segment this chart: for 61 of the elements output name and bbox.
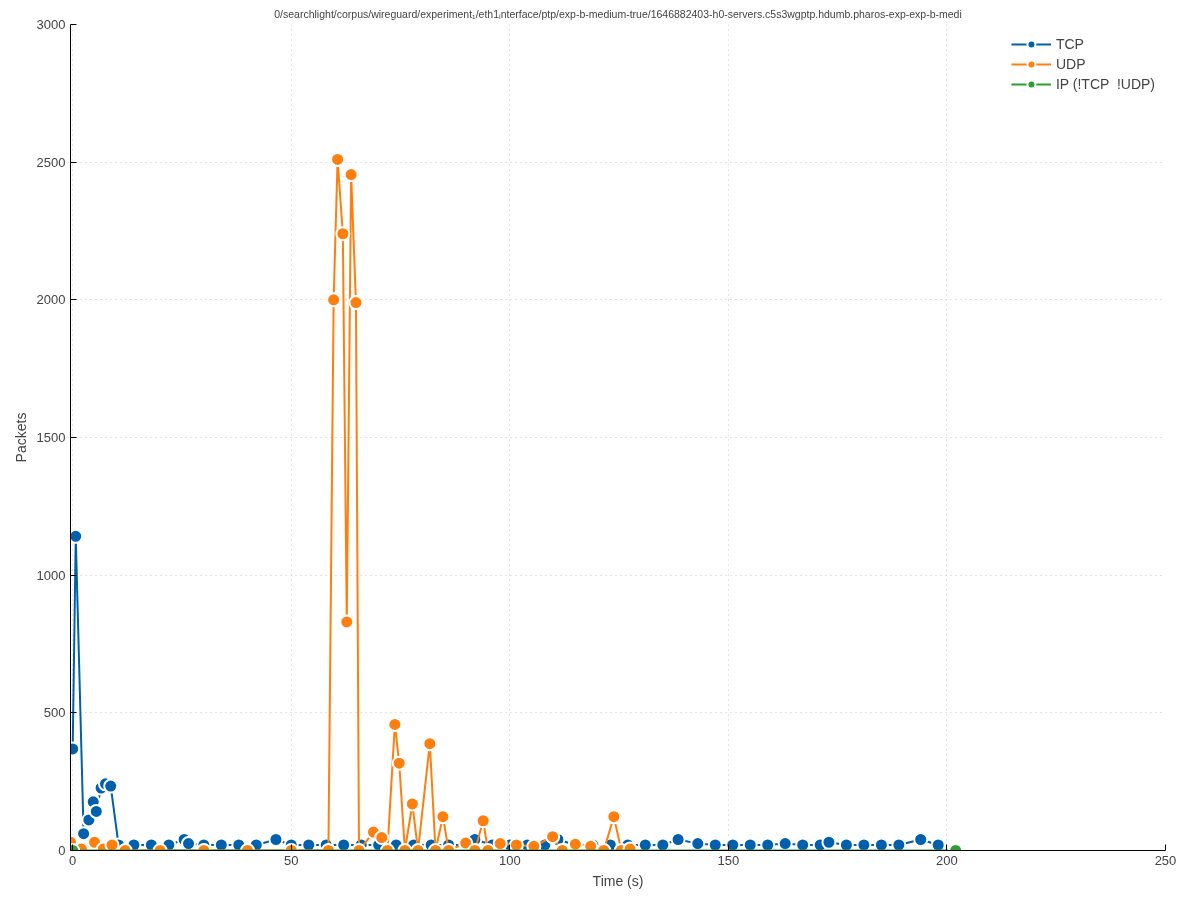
point — [326, 292, 342, 308]
x-tick-label: 150 — [717, 852, 740, 868]
point — [76, 826, 92, 842]
point — [707, 837, 723, 851]
point — [873, 837, 889, 851]
y-tick-label: 2500 — [36, 154, 66, 170]
y-tick-label: 1500 — [36, 430, 66, 445]
point — [526, 838, 542, 851]
point — [637, 837, 653, 851]
y-axis-title: Packets — [12, 412, 29, 463]
point — [343, 167, 359, 183]
point — [606, 809, 622, 825]
x-tick-label: 100 — [498, 852, 521, 868]
x-tick-label: 50 — [284, 852, 299, 868]
point — [821, 834, 837, 850]
y-tick-label: 500 — [43, 705, 66, 721]
point — [760, 837, 776, 851]
legend-label: IP (!TCP !UDP) — [1055, 76, 1155, 92]
x-tick-label: 200 — [936, 852, 958, 868]
point — [422, 736, 438, 752]
legend-label: TCP — [1055, 36, 1084, 52]
point — [435, 809, 451, 825]
point — [103, 778, 119, 794]
y-tick-label: 3000 — [36, 17, 66, 32]
point — [475, 813, 491, 829]
point — [213, 837, 229, 851]
point — [891, 837, 907, 851]
chart-title: 0/searchlight/corpus/wireguard/experiment₁/eth1ᵢnterface/ptp/exp-b-medium-true/1646882403-h0-servers.c5s3wgptp.hdumb.pharos-exp-exp-b-medi — [274, 7, 962, 20]
legend-label: UDP — [1055, 56, 1086, 72]
point — [725, 837, 741, 851]
x-tick-label: 250 — [1154, 852, 1177, 868]
y-tick-label: 2000 — [36, 292, 66, 308]
point — [913, 832, 929, 847]
point — [545, 829, 561, 845]
point — [670, 832, 686, 847]
x-tick-label: 0 — [69, 852, 77, 868]
y-tick-label: 1000 — [36, 567, 66, 583]
point — [508, 837, 524, 851]
point — [777, 836, 793, 851]
point — [492, 836, 508, 851]
point — [348, 295, 364, 311]
point — [930, 837, 946, 851]
point — [690, 836, 706, 851]
point — [181, 836, 197, 851]
point — [404, 796, 420, 812]
point — [374, 830, 390, 846]
x-axis-title: Time (s) — [592, 872, 644, 889]
point — [336, 837, 352, 851]
point — [655, 837, 671, 851]
point — [742, 837, 758, 851]
point — [268, 832, 284, 847]
point — [838, 837, 854, 851]
point — [391, 755, 407, 771]
point — [104, 837, 120, 851]
point — [70, 528, 84, 544]
point — [856, 837, 872, 851]
point — [339, 614, 355, 630]
point — [795, 837, 811, 851]
point — [301, 837, 317, 851]
point — [88, 803, 104, 819]
point — [335, 226, 351, 242]
